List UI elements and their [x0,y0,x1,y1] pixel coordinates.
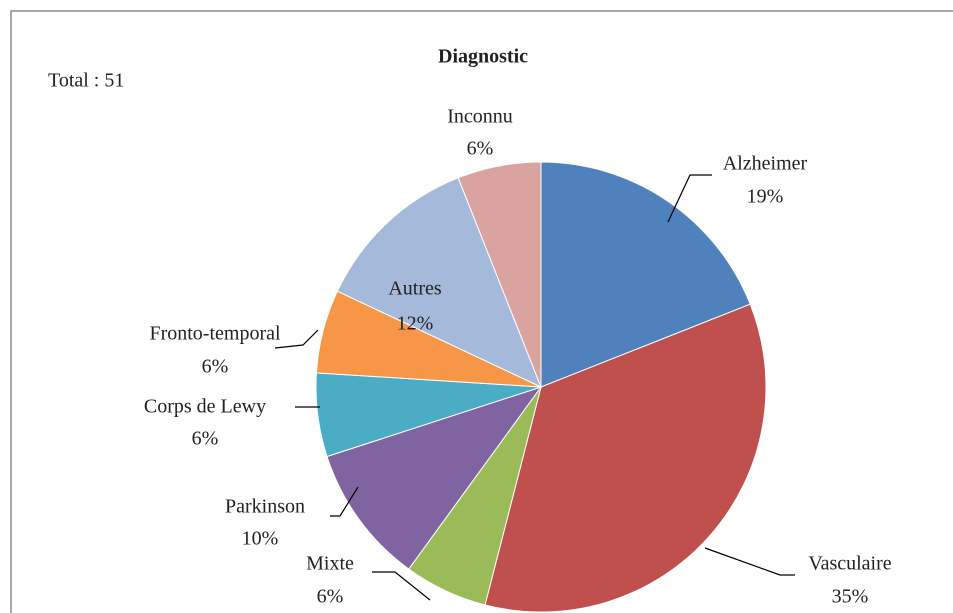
value-label: 12% [397,313,434,335]
value-label: 6% [202,356,229,378]
category-label: Autres [388,278,442,300]
leader-lines [274,174,795,601]
value-label: 6% [192,428,219,450]
leader-line [704,547,795,576]
category-label: Alzheimer [723,153,808,175]
value-label: 19% [747,186,784,208]
category-label: Fronto-temporal [149,323,281,345]
pie-slice [457,161,542,388]
pie-slice [336,177,542,388]
pie-slice [484,303,767,613]
chart-title: Diagnostic [438,46,528,68]
category-label: Parkinson [225,496,305,518]
value-label: 6% [467,138,494,160]
value-label: 6% [317,586,344,608]
leader-line [330,486,359,517]
category-label: Inconnu [447,106,513,128]
category-label: Vasculaire [808,553,891,575]
annotation: Total : 51 [48,70,124,92]
slices [315,161,767,613]
pie-slice [540,161,751,388]
leader-line [372,571,431,601]
category-label: Corps de Lewy [144,396,266,418]
leader-line [667,174,712,223]
value-label: 35% [832,586,869,608]
value-label: 10% [242,528,279,550]
leader-line [274,329,319,349]
pie-slice [326,386,543,570]
category-label: Mixte [306,553,354,575]
